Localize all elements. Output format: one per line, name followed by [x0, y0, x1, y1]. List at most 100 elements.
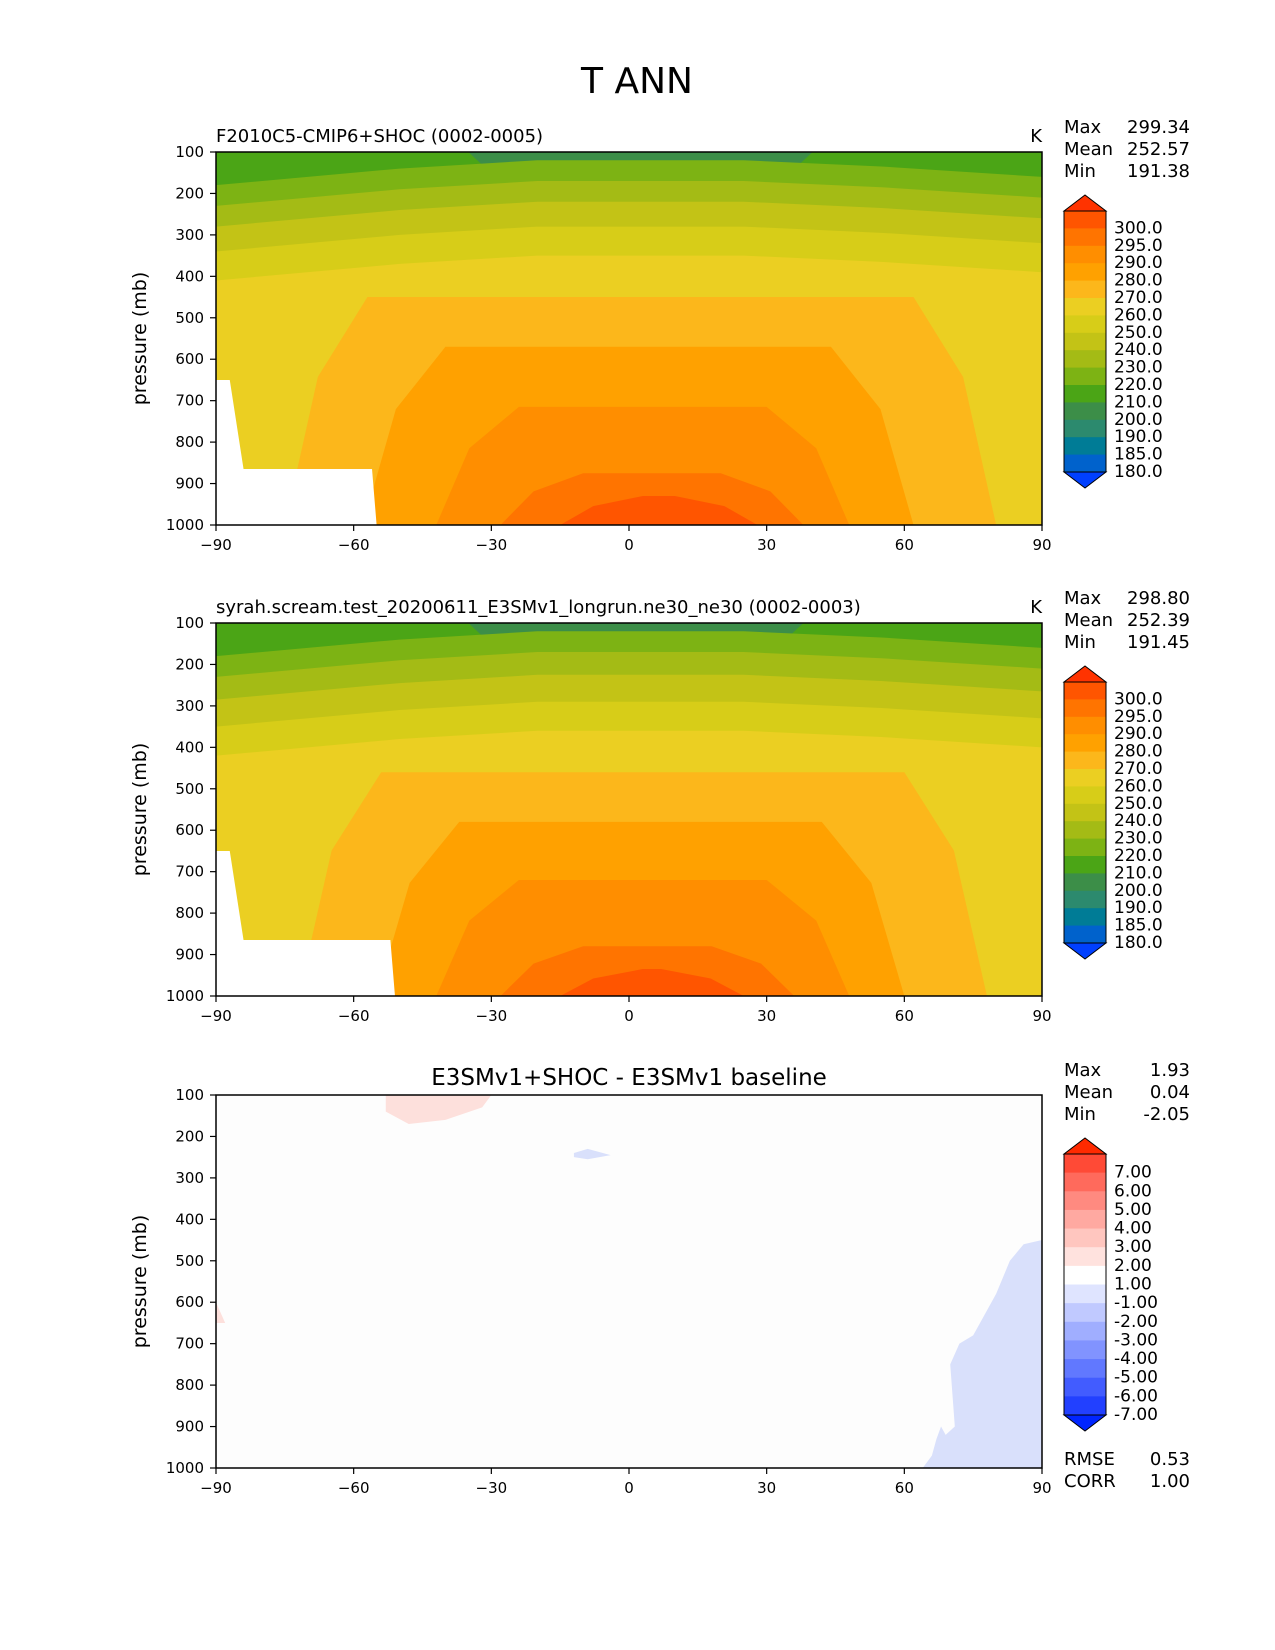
colorbar-label: 200.0	[1114, 410, 1163, 430]
x-tick-label: −60	[338, 536, 370, 554]
colorbar-segment	[1064, 1191, 1106, 1211]
colorbar-segment	[1064, 734, 1106, 753]
colorbar-extend-min	[1062, 942, 1108, 960]
y-tick-label: 700	[175, 863, 204, 881]
colorbar-label: 185.0	[1114, 916, 1163, 936]
y-tick-label: 600	[175, 821, 204, 839]
panel-title: E3SMv1+SHOC - E3SMv1 baseline	[431, 1065, 827, 1091]
y-tick-label: 700	[175, 1335, 204, 1353]
colorbar-extend-min	[1062, 1414, 1108, 1432]
y-tick-label: 900	[175, 1418, 204, 1436]
colorbar-label: 4.00	[1114, 1219, 1152, 1239]
colorbar-segment	[1064, 908, 1106, 927]
colorbar-label: 185.0	[1114, 445, 1163, 465]
colorbar-label: 180.0	[1114, 933, 1163, 953]
y-tick-label: 1000	[166, 987, 204, 1005]
colorbar-segment	[1064, 298, 1106, 316]
stat-value: 0.04	[1150, 1082, 1190, 1103]
x-tick-label: 30	[757, 536, 776, 554]
colorbar-label: -5.00	[1114, 1368, 1158, 1388]
colorbar-segment	[1064, 1303, 1106, 1323]
metric-value: 1.00	[1150, 1471, 1190, 1492]
colorbar-label: 240.0	[1114, 811, 1163, 831]
colorbar-segment	[1064, 385, 1106, 403]
contour-field	[216, 623, 1042, 996]
colorbar-segment	[1064, 332, 1106, 351]
colorbar-segment	[1064, 1247, 1106, 1267]
colorbar-segment	[1064, 1209, 1106, 1230]
colorbar-segment	[1064, 925, 1106, 944]
colorbar-segment	[1064, 263, 1106, 282]
colorbar-frame	[1063, 210, 1107, 473]
colorbar-extend-min	[1062, 471, 1108, 489]
colorbar-label: 250.0	[1114, 794, 1163, 814]
contour-band	[560, 495, 758, 525]
x-tick-label: −60	[338, 1007, 370, 1025]
colorbar-label: 270.0	[1114, 759, 1163, 779]
y-tick-label: 100	[175, 614, 204, 632]
colorbar-label: 200.0	[1114, 881, 1163, 901]
y-axis-label: pressure (mb)	[129, 272, 151, 406]
stat-value: 299.34	[1127, 117, 1190, 138]
colorbar-label: 180.0	[1114, 462, 1163, 482]
y-tick-label: 100	[175, 1086, 204, 1104]
colorbar-segment	[1064, 803, 1106, 822]
colorbar-segment	[1064, 786, 1106, 805]
colorbar-label: -6.00	[1114, 1386, 1158, 1406]
colorbar-segment	[1064, 280, 1106, 299]
colorbar-segment	[1064, 1377, 1106, 1397]
colorbar-label: 280.0	[1114, 742, 1163, 762]
stat-value: 252.57	[1127, 139, 1190, 160]
colorbar-label: 220.0	[1114, 375, 1163, 395]
colorbar-segment	[1064, 873, 1106, 892]
y-tick-label: 400	[175, 738, 204, 756]
x-tick-label: 0	[624, 1007, 634, 1025]
x-tick-label: 60	[895, 1007, 914, 1025]
colorbar-label: 270.0	[1114, 288, 1163, 308]
x-tick-label: 60	[895, 536, 914, 554]
stat-label: Min	[1064, 632, 1096, 653]
topography-mask	[216, 850, 395, 996]
x-tick-label: −60	[338, 1479, 370, 1497]
y-tick-label: 300	[175, 226, 204, 244]
contour-region	[573, 1148, 611, 1160]
colorbar-segment	[1064, 367, 1106, 386]
y-tick-label: 1000	[166, 516, 204, 534]
colorbar-label: 230.0	[1114, 358, 1163, 378]
colorbar-segment	[1064, 228, 1106, 247]
colorbar-label: 250.0	[1114, 323, 1163, 343]
colorbar-segment	[1064, 1284, 1106, 1304]
colorbar: 7.006.005.004.003.002.001.00-1.00-2.00-3…	[1062, 1137, 1158, 1432]
stat-value: 1.93	[1150, 1060, 1190, 1081]
colorbar-label: 295.0	[1114, 707, 1163, 727]
y-tick-label: 400	[175, 267, 204, 285]
y-tick-label: 800	[175, 1376, 204, 1394]
contour-field	[216, 1095, 1042, 1468]
colorbar-label: 260.0	[1114, 305, 1163, 325]
stat-label: Mean	[1064, 1082, 1113, 1103]
colorbar-segment	[1064, 1172, 1106, 1192]
colorbar-label: 290.0	[1114, 724, 1163, 744]
colorbar-extend-max	[1062, 194, 1108, 212]
panel-title: syrah.scream.test_20200611_E3SMv1_longru…	[216, 597, 861, 618]
y-tick-label: 500	[175, 780, 204, 798]
colorbar-label: -7.00	[1114, 1405, 1158, 1425]
colorbar-label: 280.0	[1114, 271, 1163, 291]
y-tick-label: 200	[175, 184, 204, 202]
stat-label: Min	[1064, 161, 1096, 182]
colorbar-label: 295.0	[1114, 236, 1163, 256]
colorbar-label: 240.0	[1114, 340, 1163, 360]
x-tick-label: −30	[476, 1007, 508, 1025]
stat-label: Mean	[1064, 139, 1113, 160]
stat-value: 191.45	[1127, 632, 1190, 653]
colorbar-segment	[1064, 890, 1106, 909]
colorbar-segment	[1064, 454, 1106, 473]
y-tick-label: 900	[175, 946, 204, 964]
y-tick-label: 700	[175, 392, 204, 410]
y-tick-label: 600	[175, 1293, 204, 1311]
colorbar-label: 290.0	[1114, 253, 1163, 273]
stat-label: Max	[1064, 588, 1102, 609]
x-tick-label: 30	[757, 1479, 776, 1497]
